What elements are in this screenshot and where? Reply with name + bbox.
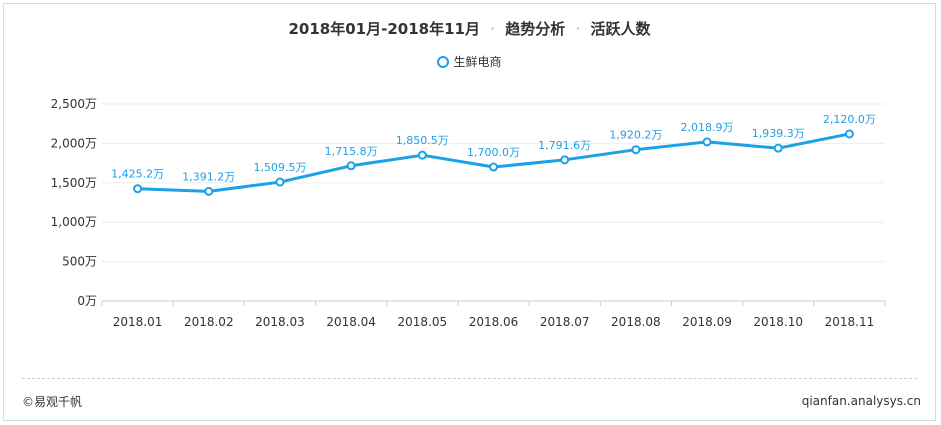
y-tick-label: 2,500万: [51, 97, 97, 111]
data-label: 1,509.5万: [253, 161, 306, 174]
data-label: 1,939.3万: [752, 127, 805, 140]
y-tick-label: 1,000万: [51, 215, 97, 229]
chart-legend[interactable]: 生鲜电商: [4, 53, 935, 70]
data-point: [560, 155, 570, 165]
data-label: 1,391.2万: [182, 170, 235, 183]
data-point: [204, 186, 214, 196]
y-tick-label: 0万: [77, 294, 97, 308]
data-point: [133, 184, 143, 194]
x-tick-label: 2018.10: [753, 315, 803, 329]
title-separator-2: ·: [575, 20, 581, 38]
data-point: [346, 161, 356, 171]
data-point: [631, 145, 641, 155]
x-tick-label: 2018.07: [540, 315, 590, 329]
title-metric: 活跃人数: [590, 20, 651, 38]
title-separator-1: ·: [490, 20, 495, 38]
x-tick-label: 2018.04: [326, 315, 376, 329]
data-label: 1,850.5万: [396, 134, 449, 147]
data-label: 2,120.0万: [823, 113, 876, 126]
data-label: 1,920.2万: [609, 129, 662, 142]
y-tick-label: 1,500万: [51, 176, 97, 190]
footer-copyright: ©易观千帆: [22, 395, 83, 409]
legend-marker-icon: [437, 56, 450, 68]
footer-site: qianfan.analysys.cn: [801, 394, 921, 408]
title-section: 趋势分析: [505, 20, 566, 38]
x-tick-label: 2018.01: [113, 315, 163, 329]
data-label: 1,700.0万: [467, 146, 520, 159]
data-point: [844, 129, 854, 139]
data-point: [773, 143, 783, 153]
y-tick-label: 500万: [62, 255, 97, 269]
y-tick-label: 2,000万: [51, 136, 97, 150]
footer-divider: [22, 378, 917, 379]
data-label: 2,018.9万: [681, 121, 734, 134]
data-point: [275, 177, 285, 187]
x-tick-label: 2018.03: [255, 315, 305, 329]
x-tick-label: 2018.05: [398, 315, 448, 329]
x-tick-label: 2018.02: [184, 315, 234, 329]
data-label: 1,425.2万: [111, 168, 164, 181]
chart-title: 2018年01月-2018年11月 · 趋势分析 · 活跃人数: [4, 18, 935, 39]
line-chart: 0万 500万 1,000万 1,500万 2,000万 2,500万 2018.01 201…: [51, 97, 886, 329]
data-label: 1,791.6万: [538, 139, 591, 152]
data-point: [417, 150, 427, 160]
title-period: 2018年01月-2018年11月: [288, 20, 480, 38]
x-tick-label: 2018.11: [825, 315, 875, 329]
x-tick-label: 2018.08: [611, 315, 661, 329]
legend-label: 生鲜电商: [453, 55, 502, 69]
x-tick-label: 2018.06: [469, 315, 519, 329]
data-point: [702, 137, 712, 147]
chart-card: 2018年01月-2018年11月 · 趋势分析 · 活跃人数 生鲜电商 0万 5…: [3, 3, 936, 421]
data-point: [489, 162, 498, 172]
x-tick-label: 2018.09: [682, 315, 732, 329]
data-label: 1,715.8万: [325, 145, 378, 158]
